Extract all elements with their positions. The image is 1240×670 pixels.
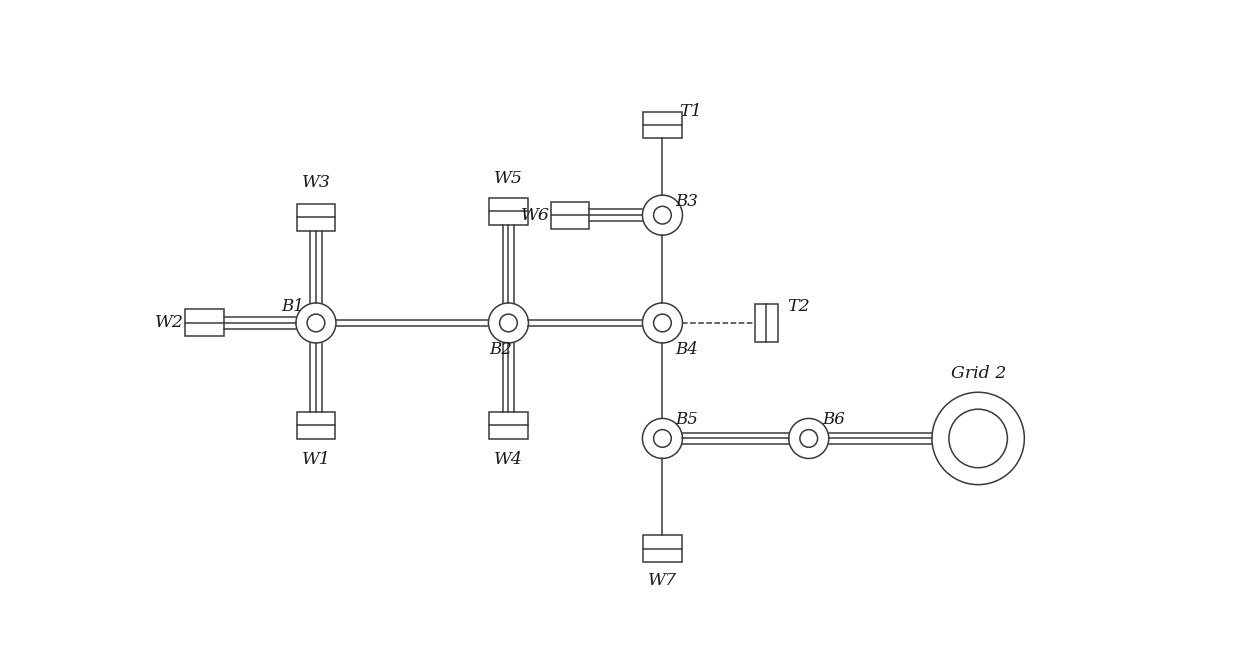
Text: T1: T1: [680, 103, 702, 120]
Text: W3: W3: [301, 174, 330, 190]
Text: B2: B2: [490, 340, 512, 358]
Bar: [644, 113, 682, 138]
Text: B1: B1: [281, 297, 304, 314]
Text: B6: B6: [822, 411, 844, 429]
Bar: [490, 412, 528, 439]
Text: W6: W6: [521, 206, 549, 224]
Text: Grid 2: Grid 2: [951, 365, 1006, 383]
Bar: [490, 198, 528, 224]
Text: B5: B5: [676, 411, 698, 429]
Text: W1: W1: [301, 451, 330, 468]
Text: B3: B3: [676, 193, 698, 210]
Bar: [296, 204, 335, 231]
Bar: [296, 412, 335, 439]
Text: W7: W7: [649, 572, 677, 590]
Text: B4: B4: [676, 340, 698, 358]
Bar: [644, 535, 682, 562]
Bar: [755, 304, 777, 342]
Text: W4: W4: [494, 451, 523, 468]
Text: T2: T2: [787, 298, 810, 316]
Bar: [551, 202, 589, 228]
Text: W5: W5: [494, 170, 523, 188]
Text: W2: W2: [155, 314, 184, 332]
Bar: [185, 310, 223, 336]
